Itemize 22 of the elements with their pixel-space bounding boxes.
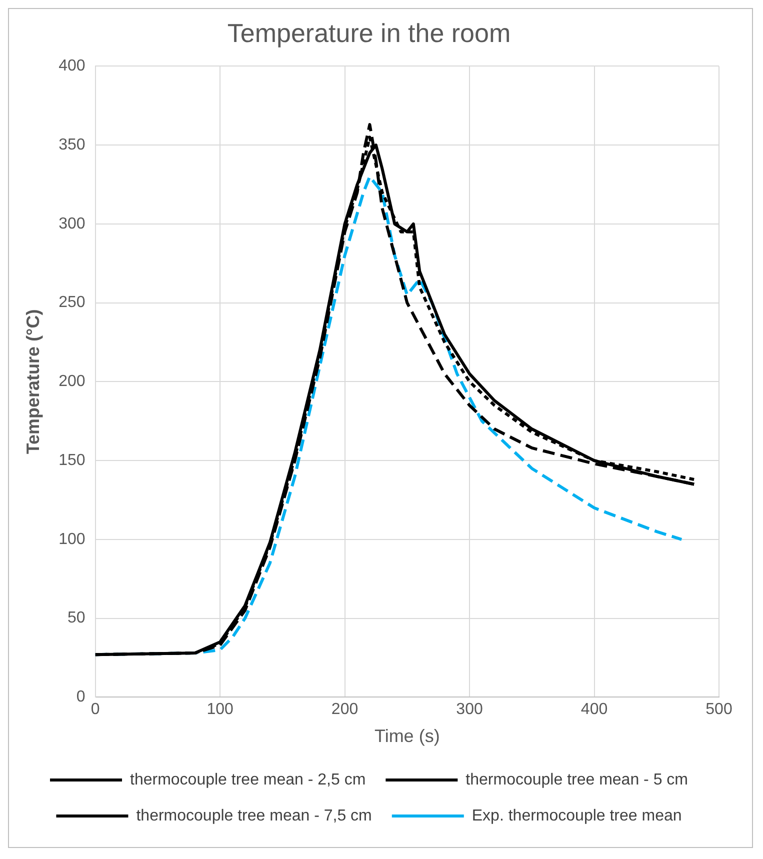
x-tick-label: 300 <box>456 701 483 718</box>
y-tick-label: 0 <box>76 688 86 706</box>
legend-label: thermocouple tree mean - 5 cm <box>466 771 688 788</box>
y-tick-label: 400 <box>58 58 86 75</box>
y-tick-label: 150 <box>58 452 86 469</box>
y-tick-label: 200 <box>58 373 86 390</box>
x-tick-label: 0 <box>90 701 100 718</box>
y-tick-label: 100 <box>58 530 86 548</box>
x-tick-label: 500 <box>706 701 732 718</box>
x-axis-title: Time (s) <box>374 726 440 746</box>
y-tick-label: 300 <box>58 215 86 232</box>
x-tick-label: 100 <box>206 701 234 718</box>
legend-label: thermocouple tree mean - 2,5 cm <box>130 771 366 788</box>
y-tick-label: 50 <box>68 610 86 627</box>
chart-title: Temperature in the room <box>227 18 511 48</box>
y-tick-label: 250 <box>58 294 86 312</box>
y-axis-title: Temperature (°C) <box>22 309 43 454</box>
legend-label: thermocouple tree mean - 7,5 cm <box>136 807 372 824</box>
y-tick-label: 350 <box>58 136 86 154</box>
legend-label: Exp. thermocouple tree mean <box>472 807 682 824</box>
x-tick-label: 400 <box>580 701 608 718</box>
x-tick-label: 200 <box>331 701 358 718</box>
